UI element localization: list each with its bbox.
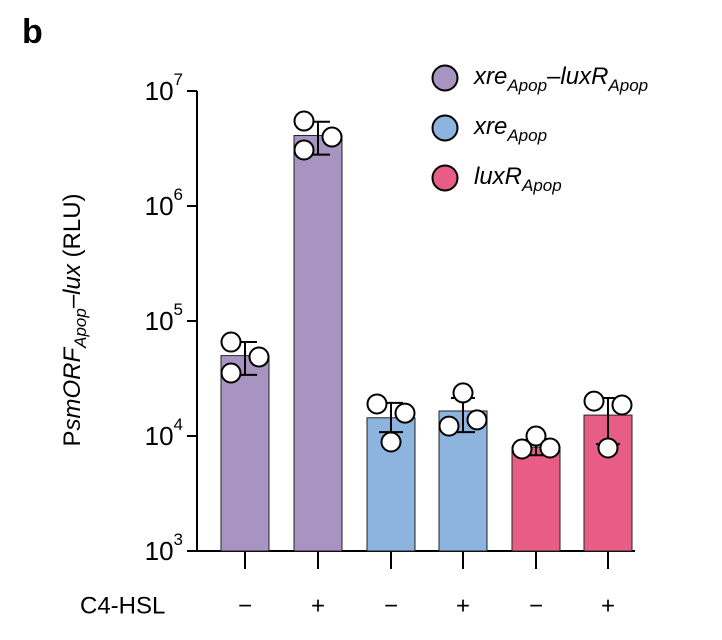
data-point bbox=[583, 390, 605, 412]
data-point bbox=[380, 431, 402, 453]
x-axis-label: C4-HSL bbox=[80, 592, 165, 619]
bar bbox=[293, 135, 343, 552]
legend-label-part: Apop bbox=[506, 126, 547, 145]
y-label-part: smORF bbox=[59, 347, 86, 431]
y-tick-base: 10 bbox=[145, 191, 174, 221]
bar bbox=[511, 446, 561, 552]
data-point bbox=[539, 437, 561, 459]
data-point bbox=[452, 382, 474, 404]
x-tick-label: + bbox=[311, 592, 325, 619]
y-label-part: Apop bbox=[71, 308, 90, 349]
y-tick-base: 10 bbox=[145, 76, 174, 106]
data-point bbox=[220, 362, 242, 384]
x-tick-label: − bbox=[238, 592, 252, 619]
y-tick-exponent: 6 bbox=[174, 185, 183, 204]
data-point bbox=[466, 409, 488, 431]
legend-label: xreApop–luxRApop bbox=[473, 63, 648, 95]
x-tick-label: + bbox=[456, 592, 470, 619]
y-label-part: P bbox=[59, 431, 86, 447]
data-point bbox=[394, 402, 416, 424]
legend-label-part: Apop bbox=[607, 76, 648, 95]
data-point bbox=[293, 110, 315, 132]
y-label-part: (RLU) bbox=[59, 193, 86, 264]
y-tick-label: 107 bbox=[145, 70, 183, 105]
data-point bbox=[438, 415, 460, 437]
data-point bbox=[248, 346, 270, 368]
legend-label-part: luxR bbox=[474, 163, 522, 190]
bar bbox=[366, 417, 416, 552]
y-tick-exponent: 3 bbox=[174, 530, 183, 549]
data-point bbox=[525, 425, 547, 447]
legend-label-part: Apop bbox=[521, 176, 562, 195]
legend-label-part: xre bbox=[473, 63, 507, 90]
y-label-part: –lux bbox=[59, 263, 86, 309]
y-tick-label: 104 bbox=[145, 415, 183, 450]
x-tick-label: − bbox=[384, 592, 398, 619]
legend-marker bbox=[431, 164, 459, 192]
data-point bbox=[321, 126, 343, 148]
data-point bbox=[366, 393, 388, 415]
y-tick-base: 10 bbox=[145, 421, 174, 451]
data-point bbox=[220, 331, 242, 353]
data-point bbox=[293, 139, 315, 161]
panel-label: b bbox=[22, 13, 43, 51]
legend-label: xreApop bbox=[473, 113, 547, 145]
legend-label-part: Apop bbox=[506, 76, 547, 95]
legend-label: luxRApop bbox=[474, 163, 562, 195]
y-tick-label: 103 bbox=[145, 530, 183, 565]
legend-marker bbox=[431, 64, 459, 92]
y-tick-label: 106 bbox=[145, 185, 183, 220]
y-tick-base: 10 bbox=[145, 536, 174, 566]
legend-label-part: –luxR bbox=[546, 63, 608, 90]
y-tick-exponent: 7 bbox=[174, 70, 183, 89]
x-tick-label: + bbox=[601, 592, 615, 619]
y-tick-exponent: 4 bbox=[174, 415, 183, 434]
y-tick-exponent: 5 bbox=[174, 300, 183, 319]
y-tick-base: 10 bbox=[145, 306, 174, 336]
bar bbox=[220, 355, 270, 552]
y-axis-label: PsmORFApop–lux (RLU) bbox=[59, 193, 90, 446]
legend-label-part: xre bbox=[473, 113, 507, 140]
x-tick-label: − bbox=[529, 592, 543, 619]
data-point bbox=[597, 437, 619, 459]
y-tick-label: 105 bbox=[145, 300, 183, 335]
data-point bbox=[511, 438, 533, 460]
data-point bbox=[611, 394, 633, 416]
legend-marker bbox=[431, 114, 459, 142]
